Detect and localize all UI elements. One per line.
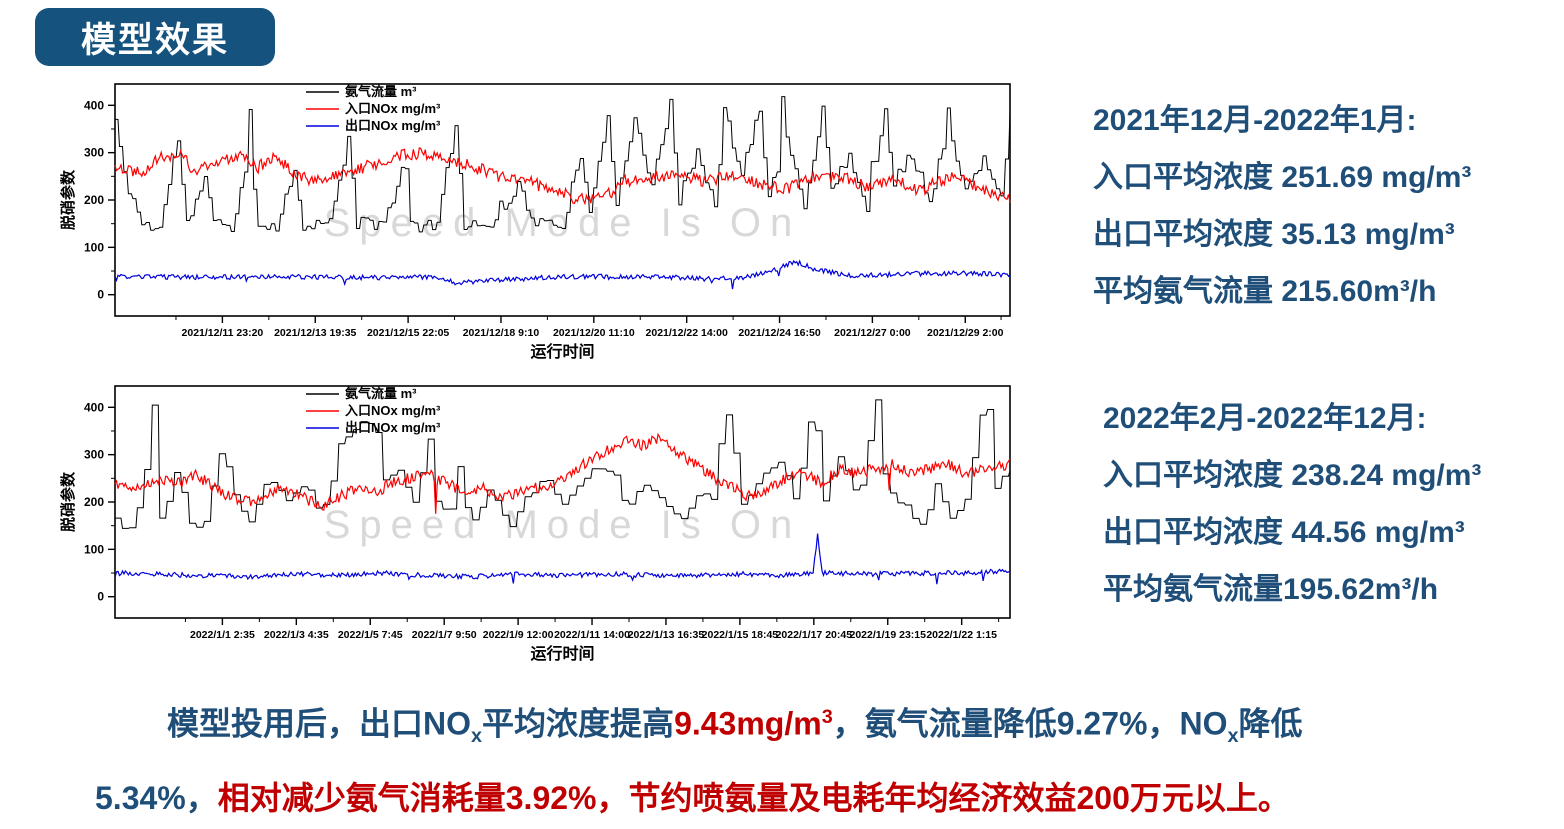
series-inlet-nox (114, 147, 1011, 206)
x-tick-label: 2021/12/11 23:20 (182, 327, 264, 339)
summary-segment: 9.43mg/m (674, 705, 822, 742)
x-axis-label: 运行时间 (530, 342, 594, 361)
legend-label: 入口NOx mg/m³ (345, 101, 441, 116)
series-outlet-nox (114, 259, 1011, 290)
title-badge: 模型效果 (35, 8, 275, 66)
watermark-text: Speed Mode Is On (324, 503, 802, 547)
x-tick-label: 2022/1/22 1:15 (926, 629, 997, 641)
x-tick-label: 2021/12/13 19:35 (274, 327, 356, 339)
chart-2-denitration-2022: Speed Mode Is On 0 100 200 300 400 2022/1/1 2:… (59, 385, 1011, 663)
x-tick-label: 2021/12/15 22:05 (367, 327, 449, 339)
stats-block-period-2: 2022年2月-2022年12月: 入口平均浓度 238.24 mg/m³ 出口… (1103, 390, 1564, 618)
x-tick-label: 2022/1/3 4:35 (264, 629, 329, 641)
summary-segment: 相对减少氨气消耗量3.92%，节约喷氨量及电耗年均经济效益200万元以上。 (217, 780, 1290, 817)
stats-1-outlet-avg: 出口平均浓度 35.13 mg/m³ (1093, 218, 1455, 251)
title-badge-label: 模型效果 (80, 20, 229, 60)
x-tick-label: 2022/1/17 20:45 (776, 629, 853, 641)
series-ammonia-flow (115, 399, 1011, 529)
stats-2-ammonia-flow-avg: 平均氨气流量195.62m³/h (1103, 573, 1439, 606)
stats-1-ammonia-flow-avg: 平均氨气流量 215.60m³/h (1093, 275, 1437, 308)
x-tick-label: 2022/1/15 18:45 (702, 629, 779, 641)
summary-segment: 降低 (1238, 705, 1303, 742)
summary-segment: 3 (821, 706, 833, 728)
watermark-text: Speed Mode Is On (324, 201, 802, 245)
y-tick-label: 400 (84, 400, 104, 414)
summary-line-2: 5.34%，相对减少氨气消耗量3.92%，节约喷氨量及电耗年均经济效益200万元… (95, 767, 1535, 829)
x-tick-label: 2021/12/18 9:10 (463, 327, 540, 339)
summary-segment: 5.34%， (95, 780, 218, 817)
x-tick-label: 2021/12/24 16:50 (738, 327, 820, 339)
y-tick-label: 300 (84, 448, 104, 462)
y-tick-label: 0 (97, 288, 104, 302)
x-tick-label: 2022/1/5 7:45 (338, 629, 403, 641)
x-tick-label: 2021/12/27 0:00 (834, 327, 911, 339)
y-tick-label: 300 (84, 146, 104, 160)
y-tick-label: 200 (84, 193, 104, 207)
y-tick-label: 100 (84, 542, 104, 556)
summary-segment: ，氨气流量降低9.27%，NO (832, 705, 1228, 742)
series-inlet-nox (114, 432, 1011, 514)
summary-segment: 平均浓度提高 (482, 705, 675, 742)
x-axis-label: 运行时间 (530, 644, 594, 663)
summary-text: 模型投用后，出口NOx平均浓度提高9.43mg/m3，氨气流量降低9.27%，N… (95, 686, 1535, 829)
y-axis-label: 脱硝参数 (59, 169, 77, 230)
stats-2-inlet-avg: 入口平均浓度 238.24 mg/m³ (1103, 459, 1482, 492)
legend-label: 入口NOx mg/m³ (345, 403, 441, 418)
x-tick-label: 2021/12/29 2:00 (927, 327, 1004, 339)
legend-label: 氨气流量 m³ (344, 84, 417, 99)
chart-1-denitration-2021-12: Speed Mode Is On 0 100 200 300 400 2021/12/11 … (59, 83, 1011, 361)
stats-2-outlet-avg: 出口平均浓度 44.56 mg/m³ (1103, 516, 1465, 549)
series-outlet-nox (114, 533, 1011, 585)
legend-label: 出口NOx mg/m³ (345, 420, 441, 435)
x-tick-label: 2021/12/20 11:10 (553, 327, 635, 339)
legend-label: 出口NOx mg/m³ (345, 118, 441, 133)
x-tick-label: 2021/12/22 14:00 (646, 327, 728, 339)
x-tick-label: 2022/1/9 12:00 (483, 629, 554, 641)
y-axis-label: 脱硝参数 (59, 471, 77, 532)
summary-segment: x (1227, 725, 1239, 748)
stats-block-period-1: 2021年12月-2022年1月: 入口平均浓度 251.69 mg/m³ 出口… (1093, 92, 1563, 320)
x-tick-label: 2022/1/1 2:35 (190, 629, 255, 641)
y-tick-label: 400 (84, 98, 104, 112)
y-tick-label: 0 (97, 590, 104, 604)
x-tick-label: 2022/1/19 23:15 (850, 629, 927, 641)
stats-1-inlet-avg: 入口平均浓度 251.69 mg/m³ (1093, 161, 1472, 194)
y-tick-label: 100 (84, 240, 104, 254)
x-tick-label: 2022/1/13 16:35 (628, 629, 705, 641)
summary-segment: 模型投用后，出口NO (167, 705, 472, 742)
stats-1-title: 2021年12月-2022年1月: (1093, 104, 1417, 137)
x-tick-label: 2022/1/7 9:50 (412, 629, 477, 641)
legend-label: 氨气流量 m³ (344, 386, 417, 401)
stats-2-title: 2022年2月-2022年12月: (1103, 402, 1427, 435)
y-tick-label: 200 (84, 495, 104, 509)
summary-segment: x (471, 725, 483, 748)
summary-line-1: 模型投用后，出口NOx平均浓度提高9.43mg/m3，氨气流量降低9.27%，N… (95, 686, 1535, 767)
x-tick-label: 2022/1/11 14:00 (554, 629, 630, 641)
